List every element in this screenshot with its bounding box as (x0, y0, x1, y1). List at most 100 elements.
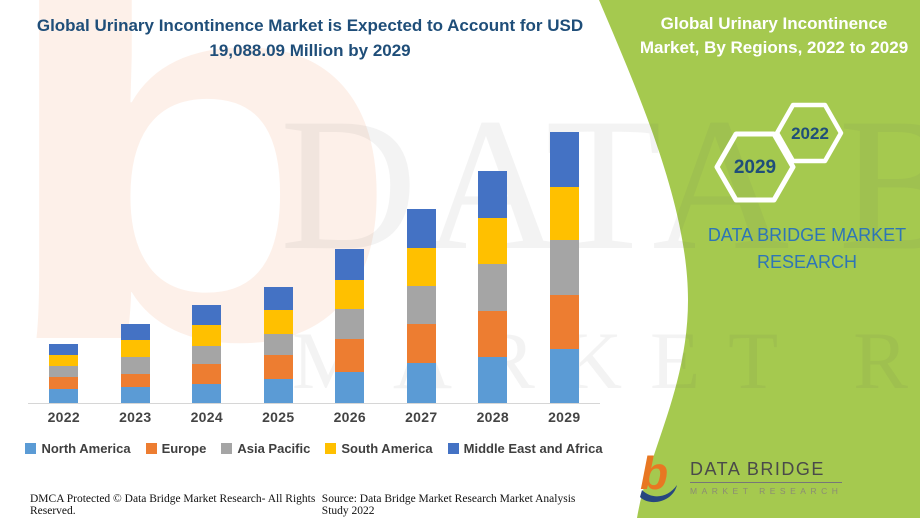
source-notice: Source: Data Bridge Market Research Mark… (321, 493, 576, 517)
bar-segment-2024-middle-east-and-africa (192, 304, 222, 325)
legend-label-south-america: South America (341, 441, 433, 456)
legend-swatch-europe (145, 443, 157, 454)
hexagon-year-2029: 2029 (733, 157, 777, 178)
bar-segment-2028-middle-east-and-africa (478, 171, 508, 218)
legend: North America Europe Asia Pacific South Ame… (25, 441, 603, 456)
bar-segment-2024-asia-pacific (192, 346, 222, 365)
bar-segment-2023-middle-east-and-africa (120, 323, 150, 340)
bar-segment-2029-europe (549, 295, 579, 350)
bar-slot-2027 (386, 120, 458, 403)
x-axis-label-2027: 2027 (405, 409, 438, 425)
bar-segment-2028-south-america (478, 217, 508, 265)
bar-segment-2022-north-america (49, 388, 79, 403)
bar-segment-2028-asia-pacific (478, 264, 508, 312)
bar-segment-2027-south-america (406, 248, 436, 287)
bar-segment-2029-middle-east-and-africa (549, 132, 579, 187)
bar-segment-2026-asia-pacific (335, 309, 365, 339)
legend-item-south-america: South America (325, 441, 433, 456)
logo-text-block: DATA BRIDGE MARKET RESEARCH (690, 459, 843, 496)
bar-segment-2023-asia-pacific (120, 356, 150, 374)
bar-segment-2027-europe (406, 323, 436, 363)
bar-segment-2024-south-america (192, 324, 222, 347)
legend-item-middle-east-and-africa: Middle East and Africa (447, 441, 603, 456)
bar-segment-2025-asia-pacific (263, 333, 293, 356)
x-axis-label-2026: 2026 (333, 409, 366, 425)
bar-segment-2027-middle-east-and-africa (406, 209, 436, 248)
x-axis-line (28, 403, 600, 404)
bar-segment-2023-north-america (120, 386, 150, 403)
hexagon-2022 (774, 102, 844, 164)
footer: DMCA Protected © Data Bridge Market Rese… (30, 493, 592, 517)
legend-label-europe: Europe (161, 441, 207, 456)
legend-item-north-america: North America (25, 441, 131, 456)
x-axis-label-2025: 2025 (262, 409, 295, 425)
bar-segment-2027-asia-pacific (406, 286, 436, 324)
hexagon-year-2022: 2022 (791, 124, 829, 143)
x-axis-label-2022: 2022 (47, 409, 80, 425)
dmca-notice: DMCA Protected © Data Bridge Market Rese… (30, 493, 316, 517)
stacked-bar-2025 (263, 287, 293, 403)
bar-segment-2022-middle-east-and-africa (49, 344, 79, 356)
bar-slot-2025 (243, 120, 315, 403)
bar-segment-2025-south-america (263, 309, 293, 334)
bar-segment-2029-asia-pacific (549, 240, 579, 296)
legend-item-europe: Europe (145, 441, 207, 456)
bar-segment-2026-middle-east-and-africa (335, 248, 365, 280)
legend-swatch-north-america (25, 443, 37, 454)
legend-swatch-south-america (325, 443, 337, 454)
x-axis-label-2028: 2028 (476, 409, 509, 425)
legend-label-asia-pacific: Asia Pacific (237, 441, 311, 456)
hexagon-2029 (714, 131, 796, 203)
bar-segment-2028-north-america (478, 357, 508, 403)
bar-slot-2023 (100, 120, 172, 403)
bar-slot-2028 (457, 120, 529, 403)
data-bridge-logo-icon: b (640, 449, 677, 503)
x-axis-label-2023: 2023 (119, 409, 152, 425)
bar-segment-2023-europe (120, 373, 150, 387)
bar-segment-2028-europe (478, 311, 508, 358)
legend-label-north-america: North America (41, 441, 131, 456)
bar-segment-2024-north-america (192, 384, 222, 403)
stacked-bar-2029 (549, 132, 579, 403)
legend-swatch-middle-east-and-africa (447, 443, 459, 454)
data-bridge-logo: b DATA BRIDGE MARKET RESEARCH (638, 449, 843, 505)
stacked-bar-2024 (192, 304, 222, 403)
legend-swatch-asia-pacific (221, 443, 233, 454)
brand-caption: DATA BRIDGE MARKET RESEARCH (707, 225, 907, 272)
stacked-bar-2023 (120, 323, 150, 403)
legend-label-middle-east-and-africa: Middle East and Africa (463, 441, 603, 456)
bar-slot-2026 (314, 120, 386, 403)
bar-segment-2022-south-america (49, 355, 79, 367)
bar-slot-2024 (171, 120, 243, 403)
bar-segment-2022-asia-pacific (49, 366, 79, 378)
bar-slot-2022 (28, 120, 100, 403)
legend-item-asia-pacific: Asia Pacific (221, 441, 310, 456)
stacked-bar-2027 (406, 209, 436, 403)
bar-segment-2025-north-america (263, 378, 293, 403)
year-hexagons (714, 102, 844, 203)
bar-segment-2026-europe (335, 338, 365, 373)
bar-segment-2026-south-america (335, 279, 365, 310)
bar-segment-2022-europe (49, 377, 79, 389)
bar-segment-2029-north-america (549, 349, 579, 403)
bar-segment-2024-europe (192, 364, 222, 385)
bar-segment-2029-south-america (549, 186, 579, 241)
bar-slot-2029 (529, 120, 601, 403)
chart-title: Global Urinary Incontinence Market is Ex… (36, 16, 584, 60)
bar-segment-2026-north-america (335, 372, 365, 403)
x-axis-label-2029: 2029 (548, 409, 581, 425)
svg-text:b: b (640, 449, 668, 499)
logo-title: DATA BRIDGE (690, 459, 843, 483)
plot-area (28, 120, 600, 403)
x-axis-label-2024: 2024 (190, 409, 223, 425)
side-panel-title: Global Urinary Incontinence Market, By R… (639, 14, 909, 57)
bar-segment-2025-middle-east-and-africa (263, 287, 293, 310)
bar-segment-2025-europe (263, 355, 293, 379)
bar-segment-2023-south-america (120, 339, 150, 357)
logo-subtitle: MARKET RESEARCH (690, 485, 843, 496)
x-axis-labels: 2022 2023 2024 2025 2026 2027 2028 2029 (28, 409, 600, 425)
stacked-bar-2028 (478, 171, 508, 403)
stacked-bar-2022 (49, 344, 79, 403)
bar-segment-2027-north-america (406, 362, 436, 403)
